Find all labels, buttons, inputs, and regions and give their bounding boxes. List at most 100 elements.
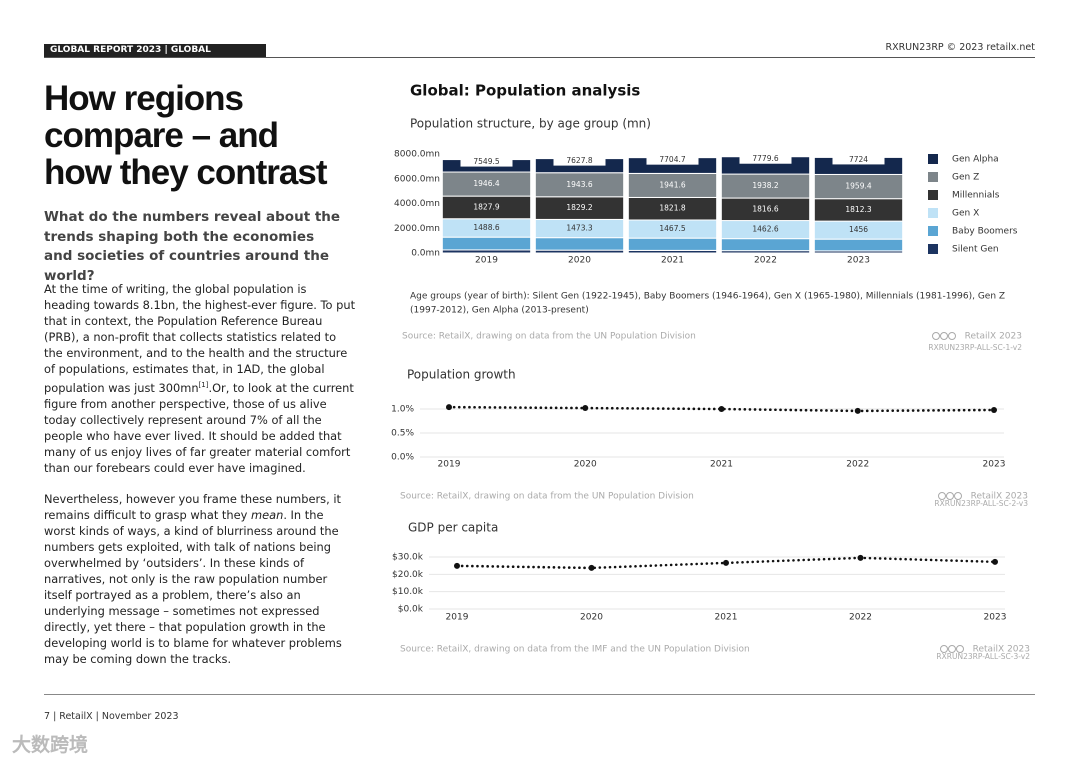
point — [588, 564, 595, 571]
chart-code: RXRUN23RP-ALL-SC-2-v3 — [934, 499, 1028, 508]
value-label: 1821.8 — [659, 204, 685, 213]
point — [991, 406, 997, 413]
total-box — [832, 155, 885, 165]
chart-title: Population structure, by age group (mn) — [410, 117, 651, 131]
total-label: 7704.7 — [659, 155, 685, 164]
total-box — [460, 157, 513, 167]
value-label: 1456 — [849, 225, 868, 234]
cc-icon — [932, 332, 940, 340]
source: Source: RetailX, drawing on data from th… — [400, 492, 694, 502]
value-label: 1488.6 — [473, 223, 499, 232]
value-label: 1829.2 — [566, 203, 592, 212]
legend-swatch — [928, 154, 938, 164]
bar-segment — [813, 238, 904, 252]
y-tick-label: $0.0k — [398, 605, 424, 615]
y-tick-label: 4000.0mn — [394, 199, 440, 209]
text: .Or, to look at the current figure from … — [44, 380, 354, 475]
point — [718, 406, 725, 412]
point — [582, 405, 589, 412]
cc-icon — [940, 645, 948, 653]
x-tick-label: 2021 — [715, 613, 738, 623]
bar-segment — [534, 172, 625, 198]
value-label: 1938.2 — [752, 181, 778, 190]
title-line: compare – and — [44, 116, 279, 155]
text: . In the worst kinds of ways, a kind of … — [44, 507, 342, 666]
x-tick-label: 2019 — [446, 613, 469, 623]
x-tick-label: 2023 — [984, 613, 1007, 623]
legend-label: Gen Z — [952, 173, 979, 183]
footer: 7 | RetailX | November 2023 — [44, 711, 179, 722]
x-tick-label: 2022 — [846, 460, 869, 470]
cc-icon — [948, 645, 956, 653]
line — [447, 405, 996, 413]
cc-icon — [946, 492, 954, 500]
value-label: 1943.6 — [566, 180, 592, 189]
value-label: 1473.3 — [566, 224, 592, 233]
bar-segment — [534, 237, 625, 251]
point — [446, 404, 452, 411]
x-tick-label: 2023 — [983, 460, 1006, 470]
total-box — [739, 154, 792, 164]
text: Nevertheless, however you frame these nu… — [44, 491, 341, 522]
header-tag: GLOBAL REPORT 2023 | GLOBAL GRAPHICS — [44, 44, 266, 68]
legend-label: Silent Gen — [952, 245, 999, 255]
bar-segment — [441, 171, 532, 197]
total-box — [646, 155, 699, 165]
credit: RetailX 2023 — [973, 645, 1030, 655]
x-tick-label: 2021 — [661, 256, 684, 266]
cc-icon — [938, 492, 946, 500]
source: Source: RetailX, drawing on data from th… — [402, 332, 696, 342]
y-tick-label: 8000.0mn — [394, 150, 440, 160]
x-tick-label: 2019 — [438, 460, 461, 470]
chart-code: RXRUN23RP-ALL-SC-1-v2 — [928, 343, 1022, 352]
legend-swatch — [928, 244, 938, 254]
value-label: 1467.5 — [659, 224, 685, 233]
point — [992, 558, 998, 565]
chart-code: RXRUN23RP-ALL-SC-3-v2 — [936, 652, 1030, 661]
point — [723, 559, 729, 566]
value-label: 1816.6 — [752, 204, 778, 213]
point — [854, 407, 861, 414]
x-tick-label: 2022 — [849, 613, 872, 623]
total-label: 7549.5 — [473, 157, 499, 166]
x-tick-label: 2019 — [475, 256, 498, 266]
article-body: At the time of writing, the global popul… — [44, 281, 356, 682]
value-label: 1946.4 — [473, 179, 499, 188]
note: Age groups (year of birth): Silent Gen (… — [410, 292, 1005, 302]
footer-rule — [44, 694, 1035, 695]
y-tick-label: 1.0% — [391, 405, 414, 415]
x-tick-label: 2020 — [580, 613, 603, 623]
value-label: 1462.6 — [752, 225, 778, 234]
value-label: 1941.6 — [659, 180, 685, 189]
value-label: 1812.3 — [845, 205, 871, 214]
y-tick-label: 2000.0mn — [394, 224, 440, 234]
bar-segment — [720, 238, 811, 252]
x-tick-label: 2021 — [710, 460, 733, 470]
legend-label: Gen X — [952, 209, 979, 219]
footnote-ref: [1] — [198, 381, 209, 389]
legend-label: Millennials — [952, 191, 1000, 201]
bar-segment — [627, 237, 718, 251]
total-label: 7779.6 — [752, 154, 778, 163]
x-tick-label: 2020 — [574, 460, 597, 470]
cc-icon — [940, 332, 948, 340]
paragraph: Nevertheless, however you frame these nu… — [44, 491, 356, 667]
legend-swatch — [928, 226, 938, 236]
section-title: Global: Population analysis — [410, 82, 640, 100]
article-title: How regions compare – and how they contr… — [44, 80, 364, 191]
legend-label: Baby Boomers — [952, 227, 1018, 237]
x-tick-label: 2020 — [568, 256, 591, 266]
header-right: RXRUN23RP © 2023 retailx.net — [885, 42, 1035, 53]
legend-swatch — [928, 208, 938, 218]
legend-label: Gen Alpha — [952, 155, 999, 165]
text: At the time of writing, the global popul… — [44, 282, 356, 395]
y-tick-label: $30.0k — [392, 553, 424, 563]
cc-icon — [954, 492, 962, 500]
source: Source: RetailX, drawing on data from th… — [400, 645, 750, 655]
bar-segment — [441, 236, 532, 251]
chart-title: Population growth — [407, 368, 516, 382]
x-tick-label: 2022 — [754, 256, 777, 266]
y-tick-label: 0.0mn — [411, 249, 440, 259]
